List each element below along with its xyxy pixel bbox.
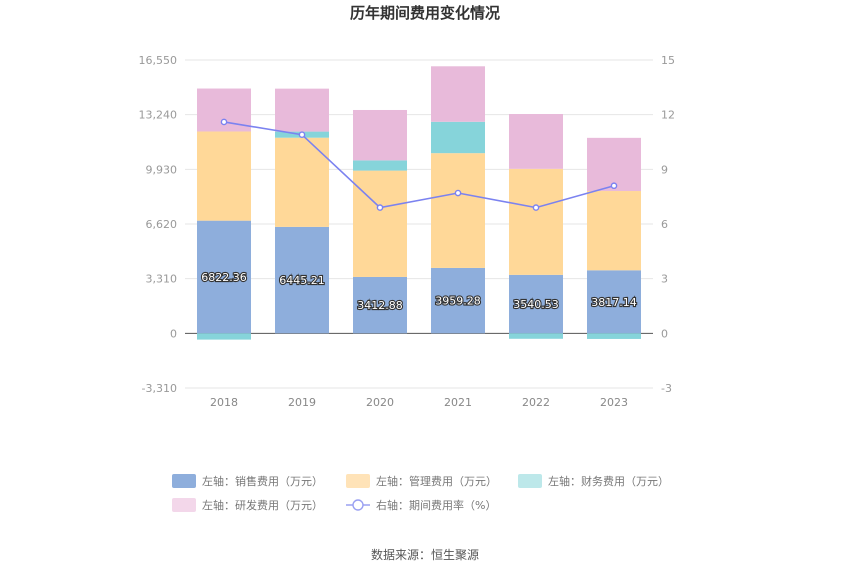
x-tick-label: 2019 (288, 396, 316, 409)
bar-segment-3-2021 (431, 66, 485, 122)
legend-swatch (346, 474, 370, 488)
left-tick-label: 9,930 (146, 163, 178, 176)
bar-value-label: 3540.53 (513, 298, 559, 311)
left-tick-label: 0 (170, 327, 177, 340)
rate-point-2019 (298, 131, 306, 139)
bar-segment-3-2020 (353, 109, 407, 161)
left-tick-label: 3,310 (146, 273, 178, 286)
bar-segment-1-2018 (197, 131, 251, 221)
bar-value-label: 3959.28 (435, 295, 481, 308)
bar-segment-1-2021 (431, 153, 485, 268)
bar-segment-3-2023 (587, 137, 641, 192)
right-axis-ticks: 15 12 9 6 3 0 -3 (661, 54, 675, 395)
rate-point-2020 (376, 204, 384, 211)
legend-swatch (172, 498, 196, 512)
rate-point-2022 (532, 204, 540, 211)
right-tick-label: 0 (661, 327, 668, 340)
legend-item-0[interactable]: 左轴：销售费用（万元） (172, 474, 323, 488)
gridlines (185, 59, 653, 389)
right-tick-label: 3 (661, 273, 668, 286)
bar-segment-1-2019 (275, 137, 329, 227)
bar-segment-0-2018 (197, 220, 251, 334)
legend-item-3[interactable]: 左轴：研发费用（万元） (172, 498, 323, 512)
x-tick-label: 2023 (600, 396, 628, 409)
bar-value-label: 6445.21 (279, 274, 325, 287)
legend-item-2[interactable]: 左轴：财务费用（万元） (518, 474, 669, 488)
x-tick-label: 2021 (444, 396, 472, 409)
legend-swatch (172, 474, 196, 488)
bar-segment-2-2021 (431, 121, 485, 154)
bar-value-label: 3817.14 (591, 296, 637, 309)
bar-segment-2-2022 (509, 333, 563, 339)
x-tick-label: 2020 (366, 396, 394, 409)
bar-segment-0-2022 (509, 274, 563, 334)
legend-label: 右轴：期间费用率（%） (376, 498, 496, 512)
bar-segment-0-2020 (353, 276, 407, 334)
bar-segment-2-2023 (587, 333, 641, 339)
bar-value-label: 6822.36 (201, 271, 247, 284)
legend-label: 左轴：财务费用（万元） (548, 474, 669, 488)
bar-labels: 6822.36 6445.21 3412.88 3959.28 3540.53 3817.… (200, 270, 638, 313)
legend-label: 左轴：研发费用（万元） (202, 498, 323, 512)
left-tick-label: 13,240 (139, 109, 178, 122)
rate-point-2023 (610, 182, 618, 190)
bar-value-label: 3412.88 (357, 299, 403, 312)
bar-segment-2-2020 (353, 160, 407, 171)
left-tick-label: 16,550 (139, 54, 178, 67)
rate-point-2018 (220, 118, 228, 126)
x-tick-label: 2022 (522, 396, 550, 409)
bar-segment-3-2019 (275, 88, 329, 132)
bar-segment-0-2021 (431, 267, 485, 334)
legend-item-1[interactable]: 左轴：管理费用（万元） (346, 474, 497, 488)
rate-line (220, 118, 618, 211)
bar-segment-0-2019 (275, 226, 329, 334)
right-tick-label: 6 (661, 218, 668, 231)
source-note: 数据来源：恒生聚源 (371, 547, 479, 562)
bars (197, 66, 641, 340)
left-tick-label: 6,620 (146, 218, 178, 231)
rate-point-2021 (454, 189, 462, 197)
legend-label: 左轴：销售费用（万元） (202, 474, 323, 488)
bar-segment-3-2022 (509, 113, 563, 169)
legend-label: 左轴：管理费用（万元） (376, 474, 497, 488)
x-tick-label: 2018 (210, 396, 238, 409)
right-tick-label: -3 (661, 382, 672, 395)
bar-segment-1-2023 (587, 191, 641, 271)
left-axis-ticks: 16,550 13,240 9,930 6,620 3,310 0 -3,310 (139, 54, 178, 395)
x-axis-ticks: 2018 2019 2020 2021 2022 2023 (210, 396, 628, 409)
right-tick-label: 9 (661, 163, 668, 176)
bar-segment-1-2022 (509, 168, 563, 275)
bar-segment-0-2023 (587, 270, 641, 334)
chart-title: 历年期间费用变化情况 (350, 4, 500, 22)
legend-swatch (518, 474, 542, 488)
legend-item-4[interactable]: 右轴：期间费用率（%） (346, 498, 496, 512)
legend[interactable]: 左轴：销售费用（万元） 左轴：管理费用（万元） 左轴：财务费用（万元） 左轴：研发费用… (172, 474, 669, 512)
bar-segment-1-2020 (353, 170, 407, 277)
right-tick-label: 12 (661, 109, 675, 122)
rate-polyline (223, 121, 615, 209)
bar-segment-2-2018 (197, 333, 251, 340)
right-tick-label: 15 (661, 54, 675, 67)
left-tick-label: -3,310 (142, 382, 177, 395)
legend-marker (352, 499, 364, 511)
